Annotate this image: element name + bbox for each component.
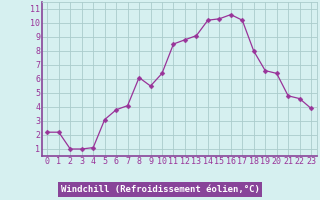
Text: Windchill (Refroidissement éolien,°C): Windchill (Refroidissement éolien,°C) (60, 185, 260, 194)
